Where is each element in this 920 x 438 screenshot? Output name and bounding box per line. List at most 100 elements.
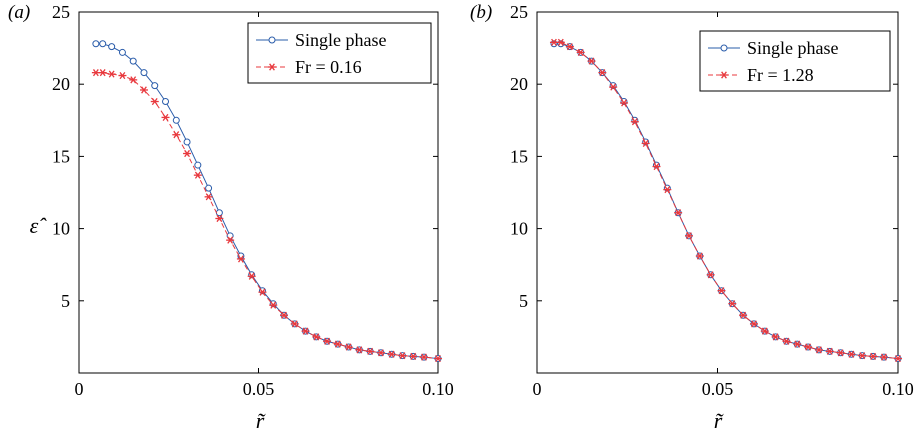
- asterisk-stroke: [205, 193, 212, 201]
- data-point: [92, 40, 100, 48]
- asterisk-stroke: [621, 99, 627, 107]
- legend-marker: [268, 63, 276, 71]
- data-point: [782, 337, 791, 345]
- data-point: [847, 350, 856, 358]
- data-point: [739, 311, 748, 319]
- data-point: [879, 353, 888, 361]
- data-point: [771, 333, 780, 341]
- asterisk-stroke: [130, 76, 137, 84]
- asterisk-stroke: [151, 97, 158, 106]
- asterisk-stroke: [707, 271, 714, 279]
- data-point: [409, 352, 418, 360]
- data-point: [150, 97, 159, 106]
- data-point: [641, 139, 650, 147]
- asterisk-stroke: [216, 214, 223, 223]
- plot-area-a: 0 0.05 0.10 5 10 15 20 25: [52, 2, 454, 399]
- asterisk-stroke: [642, 139, 649, 147]
- data-point: [434, 354, 442, 363]
- data-point: [269, 301, 278, 309]
- y-tick-label: 5: [61, 291, 70, 311]
- data-point: [419, 353, 428, 361]
- panel-label-b: (b): [470, 2, 492, 23]
- x-tick-label: 0.10: [422, 379, 454, 399]
- data-point: [226, 236, 235, 244]
- asterisk-stroke: [895, 354, 901, 363]
- data-point: [333, 340, 342, 348]
- asterisk-stroke: [551, 38, 557, 46]
- data-point: [161, 113, 170, 122]
- data-point: [793, 340, 802, 348]
- asterisk-stroke: [761, 327, 768, 335]
- data-point: [858, 352, 867, 360]
- asterisk-stroke: [675, 209, 682, 217]
- legend-marker: [720, 71, 728, 79]
- data-point: [301, 327, 310, 335]
- asterisk-stroke: [302, 327, 309, 335]
- asterisk-stroke: [237, 255, 244, 263]
- panel-label-a: (a): [8, 2, 30, 23]
- data-point: [565, 43, 574, 51]
- asterisk-stroke: [141, 86, 147, 94]
- asterisk-stroke: [686, 232, 692, 240]
- data-point: [652, 162, 661, 171]
- asterisk-stroke: [99, 69, 106, 77]
- legend-marker: [720, 44, 728, 52]
- data-point: [376, 349, 385, 357]
- asterisk-stroke: [729, 300, 736, 308]
- asterisk-stroke: [410, 352, 417, 360]
- data-point: [598, 69, 607, 77]
- data-point: [836, 349, 845, 357]
- data-point: [247, 272, 256, 280]
- data-point: [323, 337, 332, 345]
- legend-label: Fr = 1.28: [747, 65, 814, 85]
- data-point: [172, 131, 181, 139]
- data-point: [663, 186, 672, 194]
- legend-a: Single phase Fr = 0.16: [247, 22, 432, 84]
- asterisk-stroke: [388, 350, 395, 358]
- asterisk-stroke: [631, 118, 638, 126]
- legend-box: [247, 22, 432, 84]
- asterisk-stroke: [783, 337, 790, 345]
- data-point: [609, 83, 618, 91]
- x-tick-label: 0: [75, 379, 84, 399]
- asterisk-stroke: [816, 346, 822, 354]
- asterisk-stroke: [92, 69, 99, 77]
- data-point: [236, 255, 245, 263]
- asterisk-stroke: [184, 149, 190, 158]
- plot-area-b: 0 0.05 0.10 5 10 15 20 25: [510, 2, 914, 399]
- data-point: [869, 352, 878, 360]
- data-point: [129, 76, 138, 84]
- x-axis-label-b: r̃: [714, 408, 724, 433]
- series-line: [95, 72, 439, 360]
- data-point: [728, 300, 737, 308]
- asterisk-stroke: [588, 57, 595, 65]
- asterisk-stroke: [356, 346, 363, 354]
- x-tick-label: 0: [533, 379, 542, 399]
- data-point: [695, 252, 704, 260]
- y-axis-label-a: ε̂: [30, 213, 48, 238]
- data-point: [99, 40, 107, 48]
- asterisk-stroke: [848, 350, 855, 358]
- data-point: [366, 347, 375, 355]
- asterisk-stroke: [870, 352, 877, 360]
- asterisk-stroke: [313, 333, 320, 341]
- asterisk-stroke: [270, 301, 277, 309]
- asterisk-stroke: [805, 343, 812, 351]
- data-point: [107, 70, 116, 78]
- legend-label: Single phase: [747, 38, 839, 58]
- asterisk-stroke: [377, 349, 384, 357]
- asterisk-stroke: [435, 354, 441, 363]
- data-point: [312, 333, 321, 341]
- y-tick-label: 10: [52, 219, 70, 239]
- asterisk-stroke: [334, 340, 341, 348]
- data-point: [344, 343, 353, 351]
- data-point: [193, 171, 202, 179]
- series-line: [95, 43, 439, 360]
- asterisk-stroke: [772, 333, 779, 341]
- asterisk-stroke: [194, 171, 201, 179]
- data-point: [172, 116, 180, 124]
- x-axis-label-a: r̃: [256, 408, 266, 433]
- asterisk-stroke: [664, 186, 671, 194]
- data-point: [215, 209, 223, 217]
